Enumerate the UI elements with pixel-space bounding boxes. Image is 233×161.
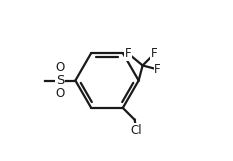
Text: O: O bbox=[56, 61, 65, 74]
Text: O: O bbox=[56, 87, 65, 100]
Text: F: F bbox=[151, 47, 158, 60]
Text: S: S bbox=[56, 74, 65, 87]
Text: F: F bbox=[125, 47, 132, 60]
Text: F: F bbox=[154, 63, 161, 76]
Text: Cl: Cl bbox=[130, 123, 142, 137]
